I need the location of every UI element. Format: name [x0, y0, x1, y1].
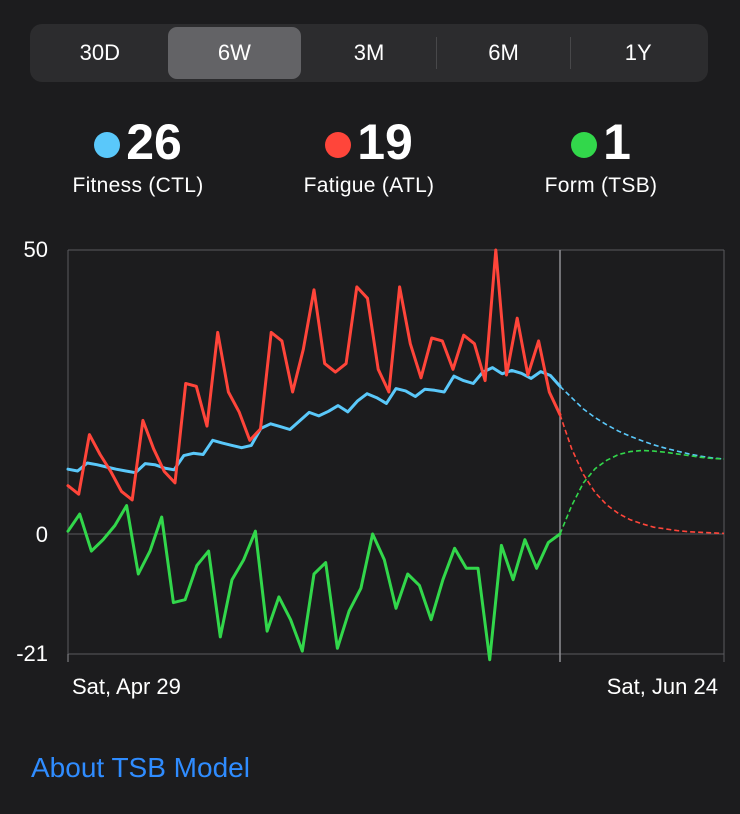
segment-divider [570, 37, 572, 69]
y-tick-0: 0 [36, 522, 48, 547]
tab-6w[interactable]: 6W [167, 27, 302, 79]
tab-3m[interactable]: 3M [353, 40, 385, 65]
chart-grid [67, 249, 725, 662]
tab-6m[interactable]: 6M [488, 40, 519, 65]
fatigue-metric: 19 Fatigue (ATL) [249, 112, 489, 198]
fatigue-projection-line [559, 414, 725, 535]
metrics-summary: 26 Fitness (CTL) 19 Fatigue (ATL) 1 Form… [0, 112, 740, 208]
form-value: 1 [603, 114, 631, 170]
fatigue-value: 19 [357, 114, 413, 170]
x-label-end: Sat, Jun 24 [607, 674, 718, 699]
form-metric: 1 Form (TSB) [481, 112, 721, 198]
form-label: Form (TSB) [544, 174, 658, 197]
chart-labels: 50 0 -21 Sat, Apr 29 Sat, Jun 24 [16, 237, 718, 699]
x-label-start: Sat, Apr 29 [72, 674, 181, 699]
form-dot-icon [571, 132, 598, 158]
fitness-series-line [66, 366, 562, 475]
about-tsb-model-link[interactable]: About TSB Model [31, 752, 250, 783]
tab-1y[interactable]: 1Y [624, 40, 652, 65]
chart-lines [66, 248, 725, 662]
range-segmented-control: 30D 6W 3M 6M 1Y [30, 24, 708, 82]
y-tick-min: -21 [16, 641, 48, 666]
fatigue-series-line [66, 248, 562, 502]
segment-divider [435, 37, 437, 69]
fatigue-dot-icon [325, 132, 352, 158]
fitness-dot-icon [94, 132, 121, 158]
form-projection-line [559, 449, 725, 535]
fitness-metric: 26 Fitness (CTL) [18, 112, 258, 198]
fitness-projection-line [559, 385, 725, 460]
fitness-value: 26 [126, 114, 182, 170]
fitness-label: Fitness (CTL) [72, 174, 204, 197]
form-series-line [66, 504, 562, 662]
y-tick-50: 50 [24, 237, 48, 262]
fatigue-label: Fatigue (ATL) [303, 174, 435, 197]
tsb-chart[interactable]: 50 0 -21 Sat, Apr 29 Sat, Jun 24 [0, 230, 740, 710]
tab-30d[interactable]: 30D [79, 40, 120, 65]
